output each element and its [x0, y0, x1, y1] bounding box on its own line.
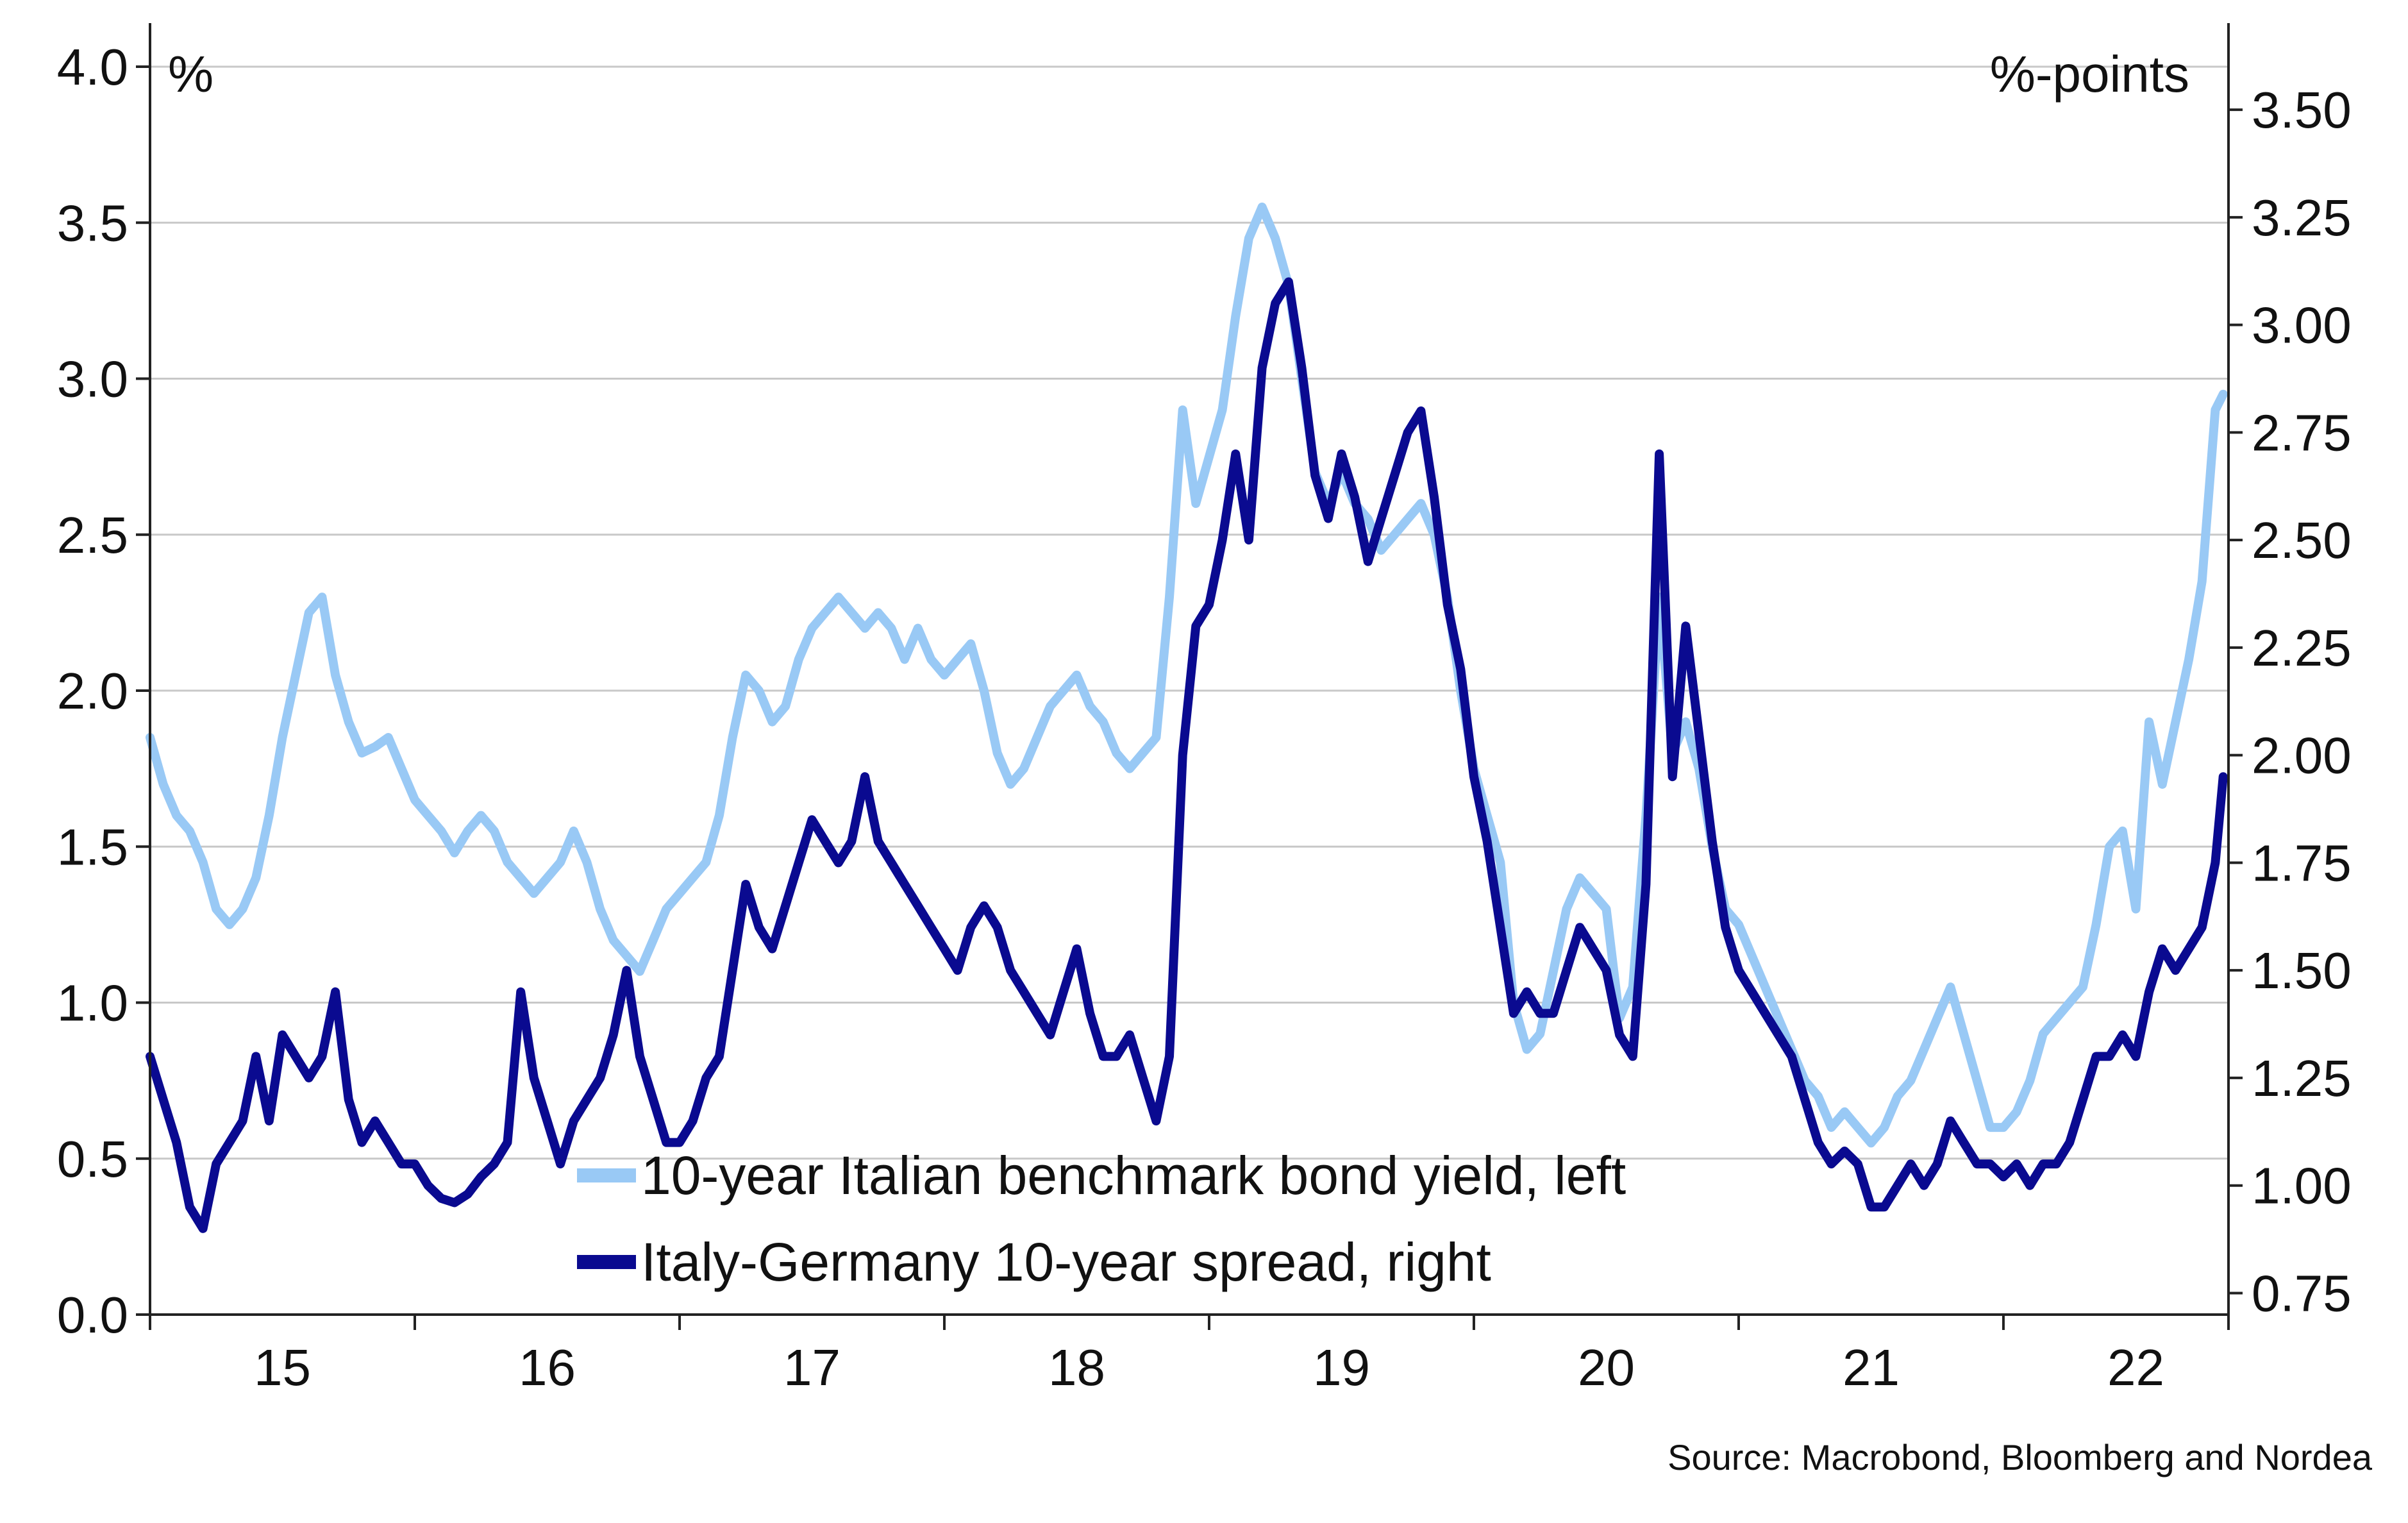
right-tick-label: 2.25: [2252, 619, 2352, 677]
x-tick-label: 17: [783, 1339, 840, 1396]
right-tick-label: 3.50: [2252, 81, 2352, 139]
x-tick-label: 19: [1313, 1339, 1370, 1396]
legend-label-spread: Italy-Germany 10-year spread, right: [641, 1232, 1491, 1292]
left-axis-unit: %: [168, 46, 213, 103]
right-tick-label: 1.50: [2252, 942, 2352, 999]
source-note: Source: Macrobond, Bloomberg and Nordea: [1668, 1437, 2373, 1477]
x-tick-label: 20: [1578, 1339, 1635, 1396]
x-tick-label: 18: [1048, 1339, 1105, 1396]
left-tick-label: 0.0: [57, 1286, 128, 1343]
series-line-spread: [146, 277, 2228, 1233]
left-tick-label: 1.0: [57, 975, 128, 1032]
left-tick-label: 4.0: [57, 38, 128, 96]
left-tick-label: 3.0: [57, 351, 128, 408]
right-tick-label: 0.75: [2252, 1265, 2352, 1322]
right-tick-label: 3.00: [2252, 297, 2352, 354]
x-tick-label: 22: [2107, 1339, 2164, 1396]
right-tick-label: 1.75: [2252, 834, 2352, 891]
left-tick-label: 0.5: [57, 1131, 128, 1188]
legend: 10-year Italian benchmark bond yield, le…: [577, 1145, 1626, 1292]
right-tick-label: 1.25: [2252, 1050, 2352, 1107]
series-line-bond-yield: [146, 202, 2228, 1148]
right-tick-label: 3.25: [2252, 189, 2352, 246]
right-tick-label: 2.00: [2252, 727, 2352, 784]
left-tick-label: 3.5: [57, 194, 128, 251]
legend-swatch-yield: [577, 1168, 636, 1182]
x-tick-label: 15: [254, 1339, 311, 1396]
right-tick-label: 1.00: [2252, 1157, 2352, 1215]
left-tick-label: 1.5: [57, 818, 128, 875]
left-tick-label: 2.0: [57, 662, 128, 719]
right-tick-label: 2.50: [2252, 512, 2352, 569]
x-tick-label: 21: [1843, 1339, 1900, 1396]
legend-label-yield: 10-year Italian benchmark bond yield, le…: [641, 1145, 1626, 1206]
legend-swatch-spread: [577, 1255, 636, 1269]
right-axis-ticks: 0.75 1.00 1.25 1.50 1.75 2.00 2.25 2.50 2.75 3.00…: [2228, 81, 2352, 1322]
series-lines: [146, 202, 2228, 1233]
left-tick-label: 2.5: [57, 507, 128, 564]
right-axis-unit: %-points: [1990, 46, 2189, 103]
left-axis-ticks: 0.0 0.5 1.0 1.5 2.0 2.5 3.0 3.5 4.0: [57, 38, 150, 1343]
x-axis-ticks: 15 16 17 18 19 20 21 22: [149, 1315, 2230, 1396]
x-tick-label: 16: [519, 1339, 576, 1396]
right-tick-label: 2.75: [2252, 404, 2352, 461]
